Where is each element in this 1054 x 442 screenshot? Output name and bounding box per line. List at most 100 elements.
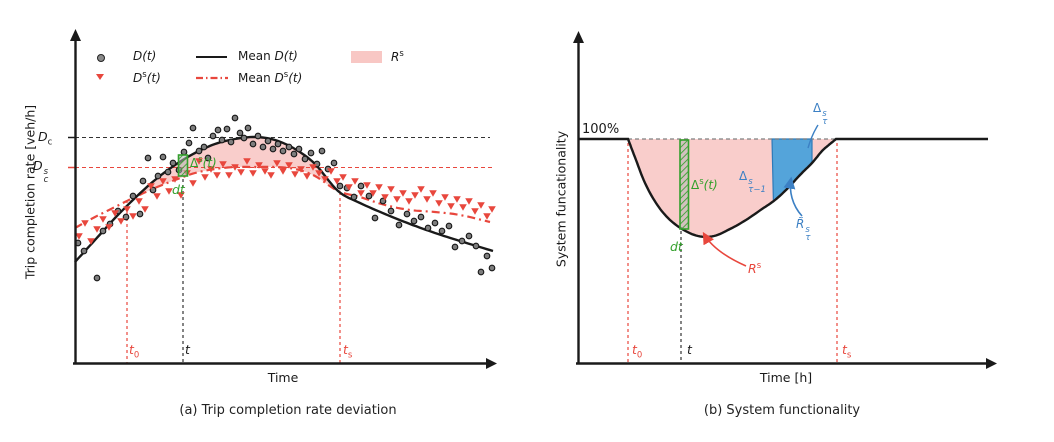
scatter-triangle-ds: [369, 190, 377, 197]
scatter-triangle-ds: [273, 160, 281, 167]
scatter-dot-d: [159, 153, 167, 161]
t-tick-label-b: t: [687, 342, 692, 357]
scatter-triangle-ds: [327, 168, 335, 175]
scatter-triangle-ds: [213, 172, 221, 179]
scatter-dot-d: [154, 172, 162, 180]
r-tilde-tau-label: R̃ s τ: [796, 217, 811, 244]
legend-patch-rs: [351, 51, 382, 63]
legend-marker-ds-triangle: [96, 74, 104, 80]
panel-b-ylabel: System funcationality: [553, 130, 569, 268]
scatter-dot-d: [365, 192, 373, 200]
rs-label-b: Rs: [748, 261, 762, 277]
scatter-triangle-ds: [321, 176, 329, 183]
scatter-triangle-ds: [93, 226, 101, 233]
scatter-triangle-ds: [471, 208, 479, 215]
scatter-dot-d: [264, 137, 272, 145]
scatter-triangle-ds: [423, 196, 431, 203]
scatter-dot-d: [395, 221, 403, 229]
scatter-triangle-ds: [225, 172, 233, 179]
scatter-triangle-ds: [483, 213, 491, 220]
scatter-triangle-ds: [249, 170, 257, 177]
hundred-percent-label: 100%: [582, 122, 620, 137]
legend-label-ds: Ds(t): [133, 70, 161, 85]
panel-a-caption: (a) Trip completion rate deviation: [179, 403, 397, 418]
scatter-triangle-ds: [363, 182, 371, 189]
scatter-triangle-ds: [399, 190, 407, 197]
legend-marker-d-dot: [97, 54, 105, 62]
ts-tick-label-b: ts: [842, 342, 852, 361]
scatter-triangle-ds: [411, 192, 419, 199]
scatter-triangle-ds: [291, 171, 299, 178]
dt-label-a: dt: [172, 182, 185, 197]
scatter-triangle-ds: [459, 204, 467, 211]
delta-strip-a: [177, 154, 189, 177]
rs-shaded-area: [135, 137, 338, 198]
scatter-triangle-ds: [195, 158, 203, 165]
scatter-triangle-ds: [393, 196, 401, 203]
scatter-dot-d: [223, 125, 231, 133]
scatter-triangle-ds: [488, 206, 496, 213]
panel-b-caption: (b) System functionality: [703, 403, 861, 418]
scatter-triangle-ds: [75, 233, 83, 240]
scatter-dot-d: [424, 224, 432, 232]
scatter-triangle-ds: [201, 174, 209, 181]
scatter-triangle-ds: [297, 166, 305, 173]
t-tick-label-a: t: [185, 342, 190, 357]
scatter-dot-d: [318, 147, 326, 155]
scatter-dot-d: [209, 132, 217, 140]
scatter-dot-d: [93, 274, 101, 282]
scatter-triangle-ds: [405, 198, 413, 205]
scatter-dot-d: [185, 139, 193, 147]
scatter-triangle-ds: [465, 198, 473, 205]
scatter-triangle-ds: [159, 178, 167, 185]
scatter-triangle-ds: [477, 202, 485, 209]
scatter-triangle-ds: [105, 224, 113, 231]
scatter-dot-d: [458, 237, 466, 245]
scatter-dot-d: [240, 134, 248, 142]
a-x-axis-arrow: [486, 358, 497, 369]
scatter-triangle-ds: [285, 162, 293, 169]
scatter-dot-d: [180, 148, 188, 156]
scatter-triangle-ds: [255, 162, 263, 169]
scatter-dot-d: [285, 143, 293, 151]
scatter-triangle-ds: [303, 173, 311, 180]
scatter-triangle-ds: [309, 164, 317, 171]
dc-axis-label: Dc: [38, 129, 53, 148]
mean-d-curve: [74, 135, 494, 263]
scatter-dot-d: [295, 145, 303, 153]
scatter-triangle-ds: [435, 200, 443, 207]
scatter-triangle-ds: [333, 178, 341, 185]
legend-label-mean-ds: Mean Ds(t): [238, 70, 303, 85]
scatter-dot-d: [290, 150, 298, 158]
scatter-dot-d: [371, 214, 379, 222]
scatter-dot-d: [269, 145, 277, 153]
scatter-dot-d: [99, 227, 107, 235]
b-y-axis-arrow: [573, 31, 584, 43]
scatter-triangle-ds: [171, 176, 179, 183]
legend-label-rs: Rs: [391, 49, 404, 64]
scatter-triangle-ds: [237, 169, 245, 176]
scatter-triangle-ds: [375, 184, 383, 191]
scatter-triangle-ds: [189, 180, 197, 187]
legend-label-d: D(t): [133, 49, 157, 63]
scatter-triangle-ds: [243, 158, 251, 165]
scatter-dot-d: [169, 159, 177, 167]
scatter-dot-d: [417, 213, 425, 221]
scatter-dot-d: [195, 147, 203, 155]
scatter-dot-d: [488, 264, 496, 272]
scatter-dot-d: [483, 252, 491, 260]
scatter-triangle-ds: [87, 238, 95, 245]
r-tilde-annotation-arrow: [783, 176, 803, 217]
dt-label-b: dt: [670, 239, 683, 254]
scatter-dot-d: [231, 114, 239, 122]
scatter-triangle-ds: [153, 193, 161, 200]
scatter-triangle-ds: [177, 192, 185, 199]
scatter-dot-d: [387, 207, 395, 215]
scatter-dot-d: [204, 154, 212, 162]
scatter-dot-d: [451, 243, 459, 251]
scatter-dot-d: [129, 192, 137, 200]
scatter-triangle-ds: [165, 188, 173, 195]
scatter-triangle-ds: [351, 178, 359, 185]
panel-a-ylabel: Trip completion rate [veh/h]: [22, 104, 38, 280]
